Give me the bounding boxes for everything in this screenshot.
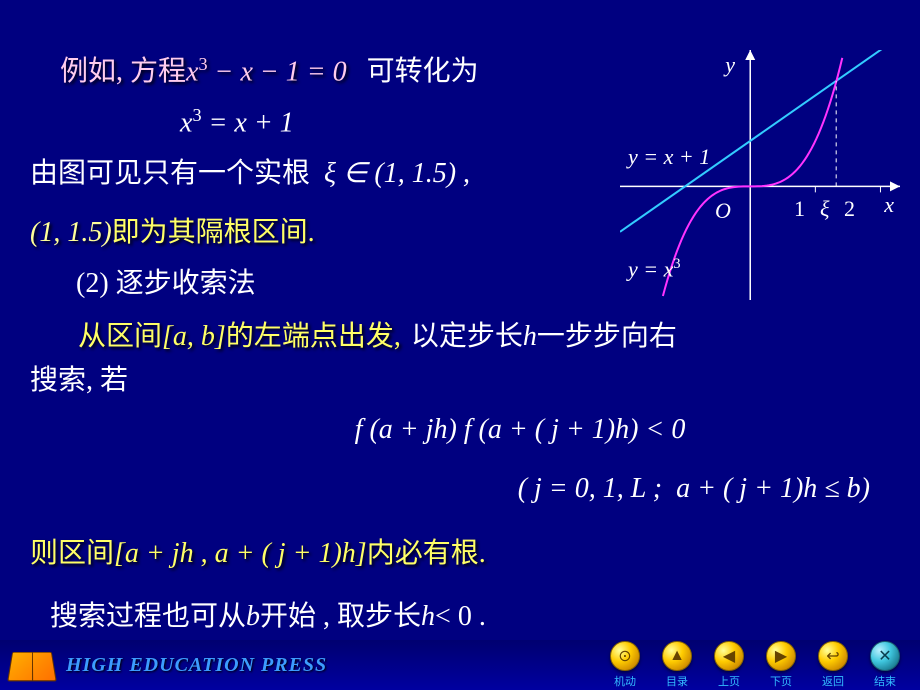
nav-label: 机动	[614, 673, 636, 689]
transform-text: 可转化为	[367, 50, 479, 95]
graph-text: 由图可见只有一个实根	[30, 152, 310, 197]
cubic-label: y = x3	[628, 256, 681, 282]
nav-label: 目录	[666, 673, 688, 689]
nav-icon: ⊙	[610, 641, 640, 671]
from-text: 从区间	[78, 315, 162, 360]
method-title: (2) 逐步收索法	[76, 262, 256, 307]
tick-2: 2	[844, 196, 855, 222]
equation-1: x3 − x − 1 = 0	[186, 50, 347, 95]
press-name: HIGH EDUCATION PRESS	[66, 654, 327, 677]
has-root-text: 内必有根.	[367, 532, 486, 577]
interval-text: 即为其隔根区间.	[112, 211, 315, 256]
nav-icon: ◀	[714, 641, 744, 671]
press-logo	[10, 645, 58, 685]
tick-xi: ξ	[820, 196, 829, 222]
then-interval-text: 则区间	[30, 532, 114, 577]
nav-buttons: ⊙ 机动 ▲ 目录 ◀ 上页 ▶ 下页 ↩ 返回 ✕ 结束	[600, 641, 910, 689]
x-axis-label: x	[884, 192, 894, 218]
var-h: h	[421, 595, 435, 640]
equation-2: x3 = x + 1	[180, 101, 294, 146]
result-interval: [a + jh , a + ( j + 1)h]	[114, 532, 367, 577]
step-text-b: 一步步向右	[537, 315, 677, 360]
interval-value: (1, 1.5)	[30, 211, 112, 256]
search-from-b-b: 开始 , 取步长	[260, 595, 421, 640]
nav-icon: ▶	[766, 641, 796, 671]
function-graph: y x O y = x + 1 y = x3 1 ξ 2	[620, 50, 900, 300]
line-label: y = x + 1	[628, 144, 710, 170]
nav-上页[interactable]: ◀ 上页	[704, 641, 754, 689]
condition-eq: f (a + jh) f (a + ( j + 1)h) < 0	[355, 408, 686, 453]
step-text-a: 以定步长	[411, 315, 523, 360]
root-interval: ξ ∈ (1, 1.5) ,	[324, 152, 470, 197]
left-endpoint-text: 的左端点出发,	[226, 315, 401, 360]
search-from-b-c: < 0 .	[435, 595, 486, 640]
nav-目录[interactable]: ▲ 目录	[652, 641, 702, 689]
y-axis-label: y	[725, 52, 735, 78]
step-h: h	[523, 315, 537, 360]
nav-label: 结束	[874, 673, 896, 689]
interval-ab: [a, b]	[162, 315, 226, 360]
slide-content: 例如, 方程 x3 − x − 1 = 0 可转化为 x3 = x + 1 由图…	[0, 0, 920, 640]
tick-1: 1	[794, 196, 805, 222]
nav-icon: ✕	[870, 641, 900, 671]
nav-label: 上页	[718, 673, 740, 689]
j-range: ( j = 0, 1, L ; a + ( j + 1)h ≤ b)	[518, 467, 870, 512]
var-b: b	[246, 595, 260, 640]
nav-结束[interactable]: ✕ 结束	[860, 641, 910, 689]
search-from-b-a: 搜索过程也可从	[50, 595, 246, 640]
footer-bar: HIGH EDUCATION PRESS ⊙ 机动 ▲ 目录 ◀ 上页 ▶ 下页 ↩ 返回 ✕ 结束	[0, 640, 920, 690]
nav-label: 下页	[770, 673, 792, 689]
origin-label: O	[715, 198, 731, 224]
nav-返回[interactable]: ↩ 返回	[808, 641, 858, 689]
nav-label: 返回	[822, 673, 844, 689]
nav-icon: ↩	[818, 641, 848, 671]
example-prefix: 例如, 方程	[60, 50, 186, 95]
search-text: 搜索, 若	[30, 359, 128, 404]
nav-下页[interactable]: ▶ 下页	[756, 641, 806, 689]
nav-机动[interactable]: ⊙ 机动	[600, 641, 650, 689]
nav-icon: ▲	[662, 641, 692, 671]
